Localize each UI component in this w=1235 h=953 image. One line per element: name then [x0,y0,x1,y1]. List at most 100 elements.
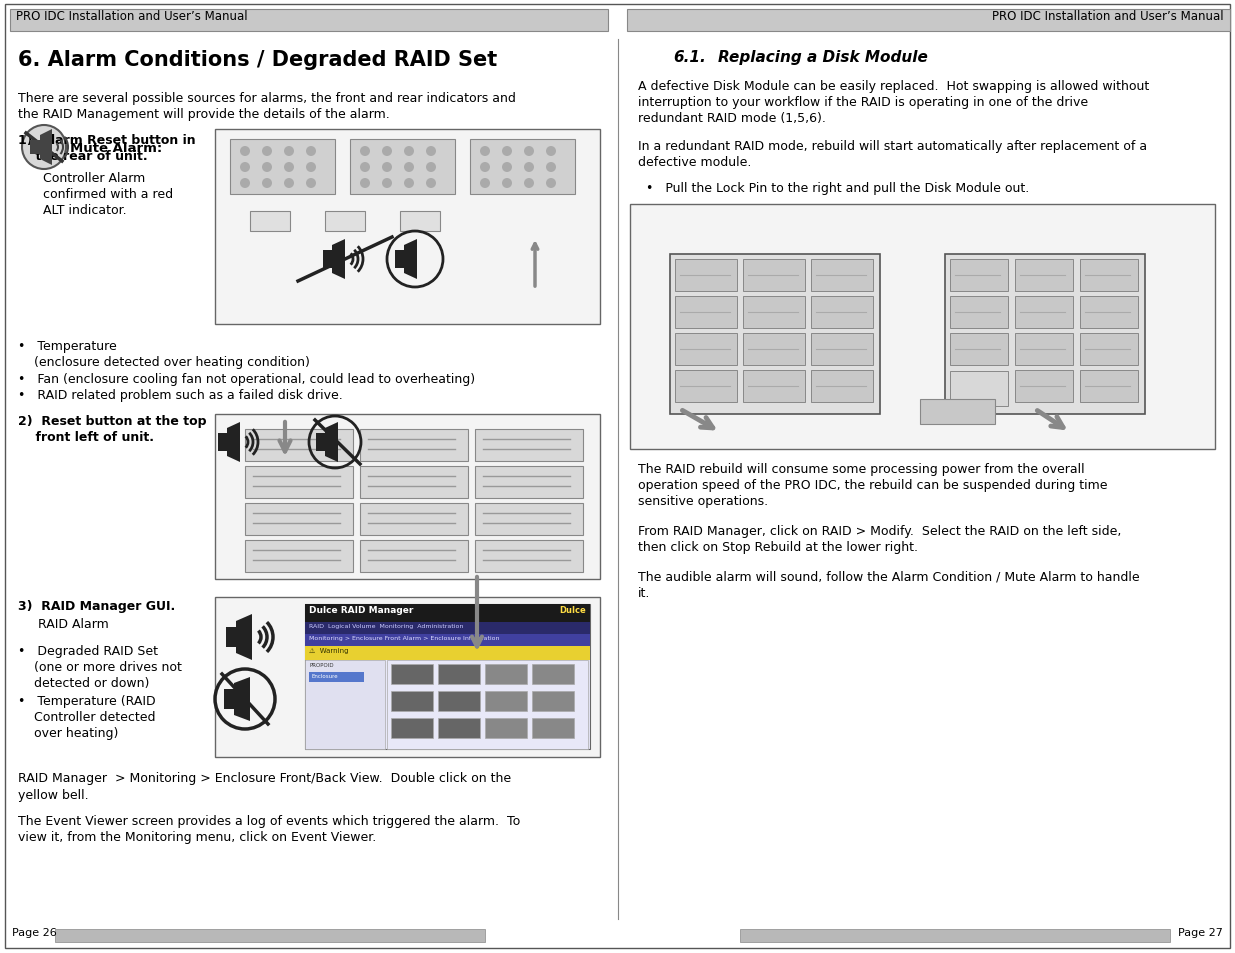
Bar [811,296,873,329]
Bar [215,130,600,325]
Bar [1015,371,1073,402]
Text: Dulce RAID Manager: Dulce RAID Manager [309,605,414,615]
Polygon shape [227,422,240,462]
Text: Controller Alarm: Controller Alarm [43,172,146,185]
Circle shape [524,163,534,172]
Bar [391,691,433,711]
Bar [305,646,590,660]
Polygon shape [945,229,1160,254]
Text: (one or more drives not: (one or more drives not [19,660,182,673]
Bar [671,254,881,415]
Text: 3)  RAID Manager GUI.: 3) RAID Manager GUI. [19,599,175,613]
Bar [811,371,873,402]
Bar [359,540,468,573]
Circle shape [247,419,253,426]
Text: the rear of unit.: the rear of unit. [19,150,148,163]
Bar [438,664,480,684]
Bar [305,604,590,749]
Bar [1079,296,1137,329]
Bar [305,660,385,749]
Bar [920,399,995,424]
Bar [532,664,574,684]
Text: sensitive operations.: sensitive operations. [638,495,768,507]
Circle shape [262,163,272,172]
Text: 6.1.: 6.1. [673,50,705,65]
Circle shape [240,179,249,189]
Bar [215,415,600,579]
Circle shape [524,147,534,157]
Bar [387,660,588,749]
Bar [215,598,600,758]
Circle shape [240,163,249,172]
Polygon shape [671,227,895,254]
Circle shape [382,179,391,189]
Bar [305,604,590,622]
Bar [395,251,404,269]
Text: interruption to your workflow if the RAID is operating in one of the drive: interruption to your workflow if the RAI… [638,96,1088,109]
Bar [219,434,227,452]
Bar [676,296,737,329]
Bar [224,689,233,709]
Bar [950,334,1008,366]
Bar [400,212,440,232]
Text: There are several possible sources for alarms, the front and rear indicators and: There are several possible sources for a… [19,91,516,105]
Text: In a redundant RAID mode, rebuild will start automatically after replacement of : In a redundant RAID mode, rebuild will s… [638,140,1147,152]
Circle shape [262,147,272,157]
Bar [305,635,590,646]
Circle shape [426,179,436,189]
Circle shape [306,147,316,157]
Text: The audible alarm will sound, follow the Alarm Condition / Mute Alarm to handle: The audible alarm will sound, follow the… [638,571,1140,583]
Text: RAID Manager  > Monitoring > Enclosure Front/Back View.  Double click on the: RAID Manager > Monitoring > Enclosure Fr… [19,771,511,784]
Circle shape [404,147,414,157]
Text: 1)  Alarm Reset button in: 1) Alarm Reset button in [19,133,195,147]
Bar [743,334,805,366]
Bar [630,205,1215,450]
Text: defective module.: defective module. [638,156,751,169]
Text: •   Temperature: • Temperature [19,339,117,353]
Bar [475,540,583,573]
Text: ⚠  Warning: ⚠ Warning [309,647,348,654]
Circle shape [480,163,490,172]
Circle shape [524,179,534,189]
Bar [391,719,433,739]
Text: From RAID Manager, click on RAID > Modify.  Select the RAID on the left side,: From RAID Manager, click on RAID > Modif… [638,524,1121,537]
Bar [309,672,364,682]
Polygon shape [325,422,338,462]
Circle shape [359,147,370,157]
Polygon shape [404,240,417,280]
Bar [1079,371,1137,402]
Circle shape [546,147,556,157]
Circle shape [546,179,556,189]
Polygon shape [332,240,345,280]
Bar [676,334,737,366]
Text: the RAID Management will provide the details of the alarm.: the RAID Management will provide the det… [19,108,390,121]
Bar [359,503,468,536]
Bar [676,371,737,402]
Bar [627,10,1230,32]
Bar [471,140,576,194]
Bar [359,467,468,498]
Text: Page 27: Page 27 [1178,927,1223,937]
Bar [743,371,805,402]
Circle shape [404,163,414,172]
Text: The RAID rebuild will consume some processing power from the overall: The RAID rebuild will consume some proce… [638,462,1084,476]
Polygon shape [40,130,52,166]
Text: •   Fan (enclosure cooling fan not operational, could lead to overheating): • Fan (enclosure cooling fan not operati… [19,373,475,386]
Bar [245,540,353,573]
Bar [245,467,353,498]
Bar [226,627,236,647]
Bar [245,503,353,536]
Polygon shape [233,678,249,721]
Polygon shape [881,227,895,415]
Circle shape [262,419,268,426]
Text: PROPOID: PROPOID [309,662,333,667]
Bar [30,141,40,154]
Bar [950,372,1008,407]
Text: ALT indicator.: ALT indicator. [43,204,127,216]
Text: Replacing a Disk Module: Replacing a Disk Module [718,50,927,65]
Bar [475,430,583,461]
Circle shape [382,147,391,157]
Text: Controller detected: Controller detected [19,710,156,723]
Bar [249,212,290,232]
Circle shape [284,147,294,157]
